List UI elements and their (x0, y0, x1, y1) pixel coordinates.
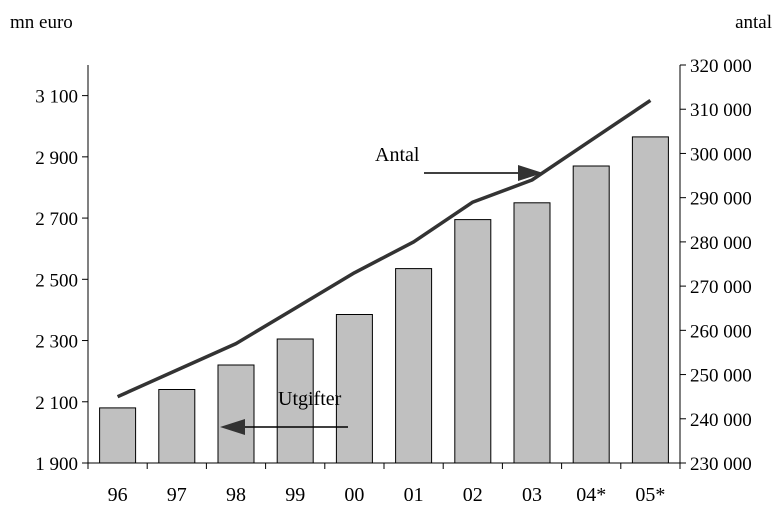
x-tick-label: 01 (404, 484, 424, 506)
right-tick-label: 230 000 (690, 454, 752, 475)
bar-00 (335, 314, 373, 464)
right-tick-label: 270 000 (690, 277, 752, 298)
right-tick-label: 300 000 (690, 144, 752, 165)
right-tick-label: 290 000 (690, 189, 752, 210)
bar-02 (454, 219, 492, 464)
left-tick-label: 2 100 (35, 393, 78, 414)
utgifter-annotation: Utgifter (220, 388, 348, 435)
x-tick-label: 00 (344, 484, 364, 506)
right-tick-label: 280 000 (690, 233, 752, 254)
left-tick-label: 1 900 (35, 454, 78, 475)
axes-layer (82, 64, 686, 469)
bar-98 (217, 364, 255, 464)
utgifter-series-label: Utgifter (278, 388, 342, 410)
left-tick-label: 2 700 (35, 209, 78, 230)
tick-labels-layer: 1 900 2 100 2 300 2 500 2 700 2 900 3 100 230 0… (35, 56, 752, 506)
line-layer (116, 98, 652, 399)
x-tick-label: 04* (576, 484, 606, 506)
x-tick-label: 96 (108, 484, 128, 506)
right-tick-label: 310 000 (690, 100, 752, 121)
left-tick-label: 2 300 (35, 332, 78, 353)
bar-97 (158, 389, 196, 464)
x-tick-label: 97 (167, 484, 187, 506)
x-tick-label: 98 (226, 484, 246, 506)
left-tick-label: 2 500 (35, 270, 78, 291)
bar-04-est (572, 165, 610, 464)
bar-03 (513, 202, 551, 464)
x-tick-label: 05* (635, 484, 665, 506)
left-tick-label: 3 100 (35, 87, 78, 108)
right-axis-unit-label: antal (735, 12, 772, 33)
x-tick-label: 99 (285, 484, 305, 506)
antal-annotation: Antal (375, 144, 543, 181)
bar-96 (99, 407, 137, 464)
bars-layer (99, 136, 669, 464)
bar-99 (276, 338, 314, 464)
left-axis-unit-label: mn euro (10, 12, 73, 33)
x-tick-label: 03 (522, 484, 542, 506)
right-tick-label: 320 000 (690, 56, 752, 77)
utgifter-arrowhead (220, 419, 245, 435)
bar-05-est (631, 136, 669, 464)
left-tick-label: 2 900 (35, 148, 78, 169)
antal-line (116, 98, 652, 399)
right-tick-label: 250 000 (690, 366, 752, 387)
antal-series-label: Antal (375, 144, 420, 166)
antal-arrowhead (518, 165, 543, 181)
bar-01 (395, 268, 433, 464)
right-tick-label: 260 000 (690, 321, 752, 342)
x-tick-label: 02 (463, 484, 483, 506)
right-tick-label: 240 000 (690, 410, 752, 431)
